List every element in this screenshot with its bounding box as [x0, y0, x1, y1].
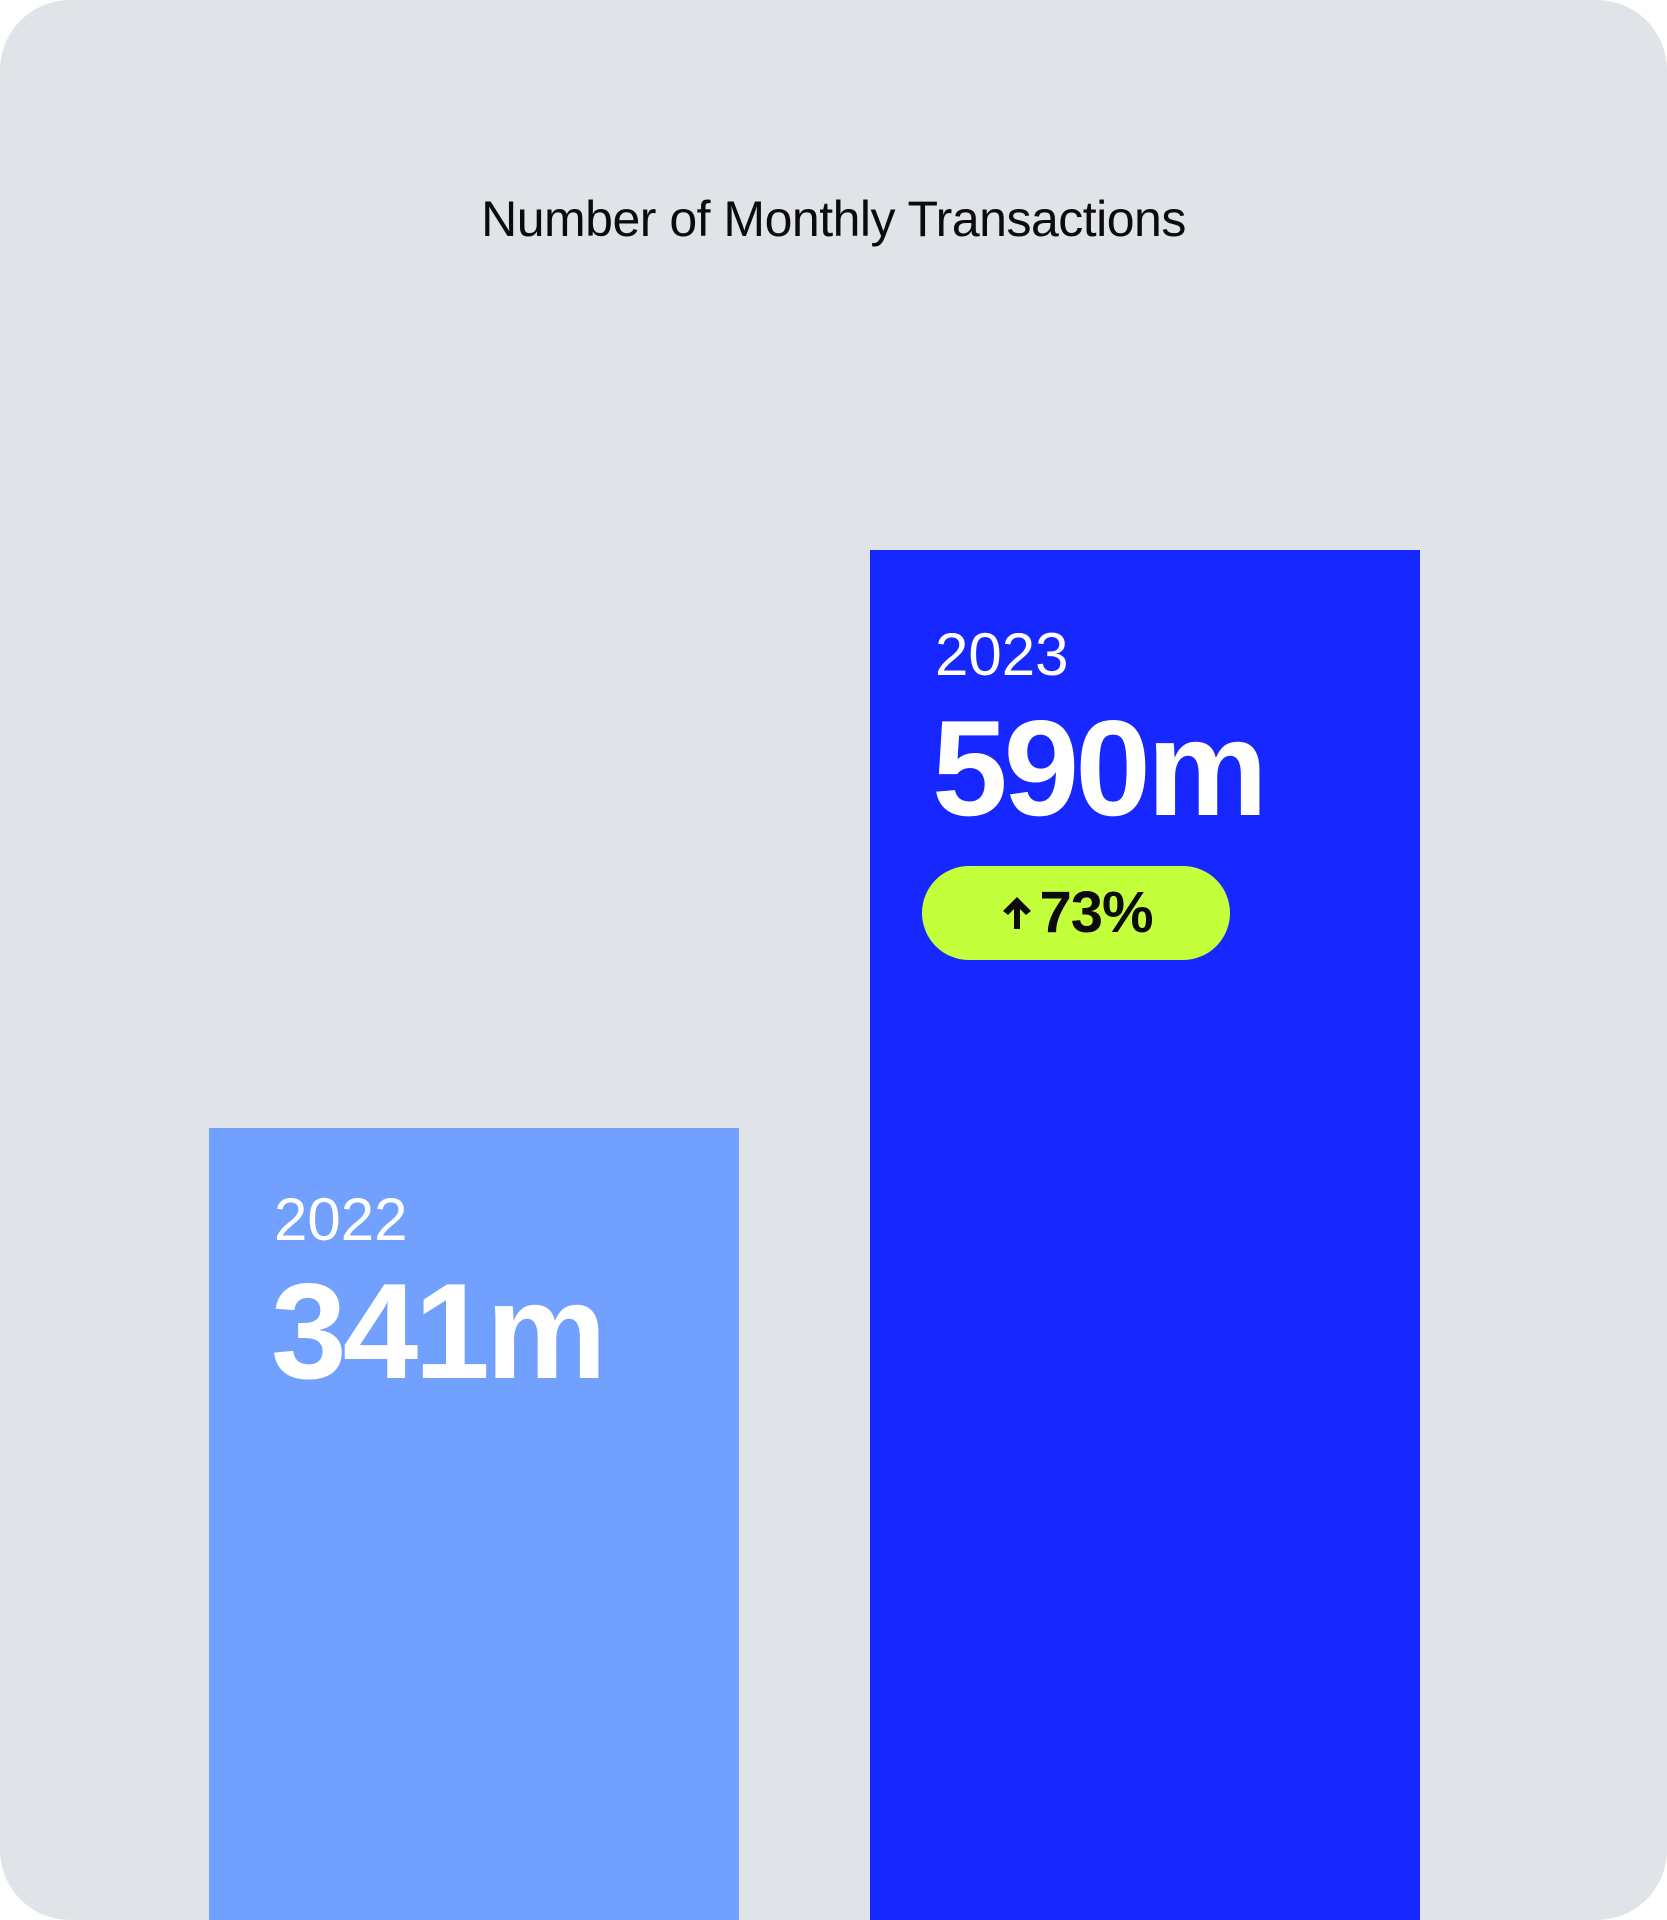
growth-percent: 73%	[1039, 880, 1153, 945]
bar-category-label: 2022	[274, 1186, 408, 1253]
growth-badge: 73%	[922, 866, 1230, 960]
bar-2023: 2023 590m 73%	[870, 550, 1420, 1920]
bar-value-label: 341m	[271, 1255, 607, 1407]
bar-2022: 2022 341m	[209, 1128, 739, 1920]
chart-title: Number of Monthly Transactions	[481, 191, 1186, 247]
bar-category-label: 2023	[935, 621, 1069, 688]
bar-value-label: 590m	[932, 692, 1268, 844]
arrow-up-icon	[1003, 897, 1032, 929]
